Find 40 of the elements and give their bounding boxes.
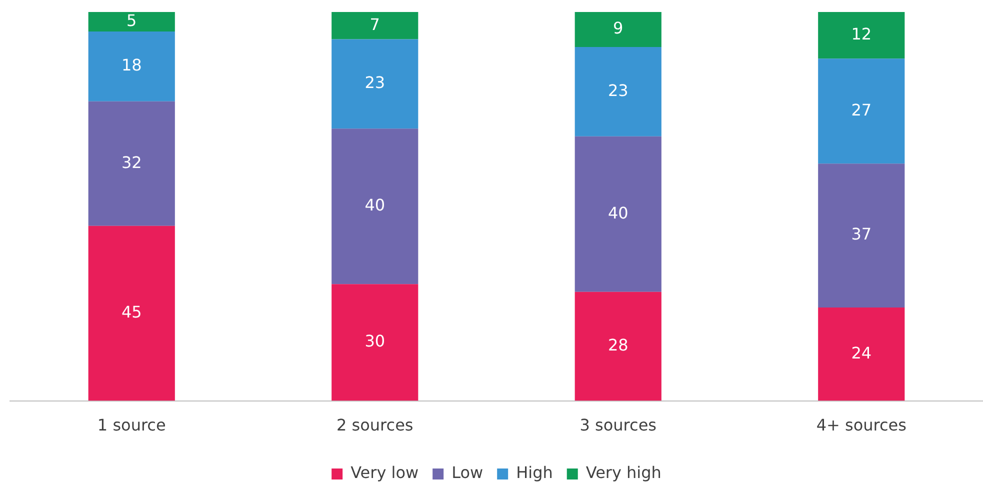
bar — [88, 31, 175, 102]
bar — [818, 307, 905, 401]
bar — [332, 12, 418, 40]
bar — [574, 46, 662, 136]
data-label: 23 — [608, 80, 628, 100]
data-label: 5 — [126, 10, 137, 30]
bar — [818, 12, 905, 59]
data-label: 28 — [608, 336, 628, 355]
legend-label: Very high — [586, 463, 662, 482]
legend-label: Low — [452, 463, 484, 482]
bar — [574, 12, 662, 47]
legend-label: Very low — [350, 463, 419, 482]
bar — [332, 39, 418, 129]
data-label: 12 — [851, 24, 872, 44]
bar — [88, 101, 175, 226]
data-label: 27 — [851, 100, 872, 120]
data-label: 23 — [364, 73, 386, 92]
bar — [332, 284, 418, 401]
data-label: 40 — [608, 203, 628, 222]
data-label: 45 — [121, 302, 142, 322]
data-label: 40 — [364, 196, 386, 215]
data-label: 37 — [851, 224, 872, 244]
data-label: 18 — [121, 56, 142, 75]
data-label: 7 — [370, 14, 380, 34]
x-tick-label: 3 sources — [580, 416, 656, 435]
bar — [332, 128, 418, 284]
x-tick-label: 1 source — [97, 416, 166, 435]
x-tick-label: 2 sources — [336, 416, 414, 435]
bar — [88, 12, 175, 32]
bar — [818, 164, 905, 308]
data-label: 30 — [364, 332, 386, 351]
data-label: 32 — [121, 152, 142, 172]
data-label: 24 — [851, 343, 872, 362]
x-tick-label: 4+ sources — [816, 416, 906, 435]
bar — [574, 292, 662, 401]
bar — [574, 136, 662, 292]
bar — [818, 58, 905, 164]
bar — [88, 226, 175, 401]
data-label: 9 — [613, 18, 624, 38]
legend-label: High — [516, 463, 553, 482]
